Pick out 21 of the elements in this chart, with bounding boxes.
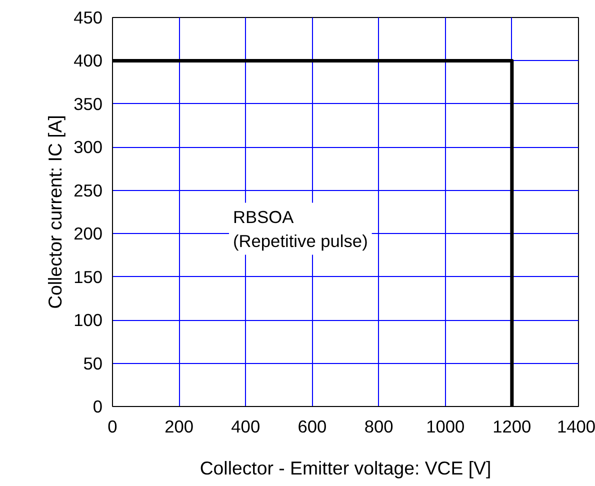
y-tick-label: 200 xyxy=(74,224,103,244)
x-tick-label: 1000 xyxy=(426,416,465,436)
x-tick-label: 1200 xyxy=(492,416,532,436)
y-tick-label: 350 xyxy=(74,94,103,114)
y-tick-label: 150 xyxy=(74,266,103,287)
x-tick-label: 200 xyxy=(164,416,194,436)
y-tick-label: 100 xyxy=(74,310,103,330)
x-tick-label: 400 xyxy=(231,416,260,436)
x-axis-title: Collector - Emitter voltage: VCE [V] xyxy=(200,458,492,478)
y-tick-label: 400 xyxy=(74,50,103,71)
x-tick-label: 600 xyxy=(298,416,327,436)
x-tick-label: 800 xyxy=(364,416,394,436)
y-axis-title: Collector current: IC [A] xyxy=(44,115,66,309)
y-tick-label: 300 xyxy=(74,137,103,158)
annotation: RBSOA (Repetitive pulse) xyxy=(233,206,368,251)
x-tick-label: 1400 xyxy=(556,416,595,436)
y-tick-label: 50 xyxy=(83,353,103,374)
y-tick-label: 450 xyxy=(74,8,103,28)
y-tick-label: 0 xyxy=(92,396,103,416)
y-tick-label: 250 xyxy=(74,180,103,200)
x-tick-label: 0 xyxy=(108,416,118,436)
